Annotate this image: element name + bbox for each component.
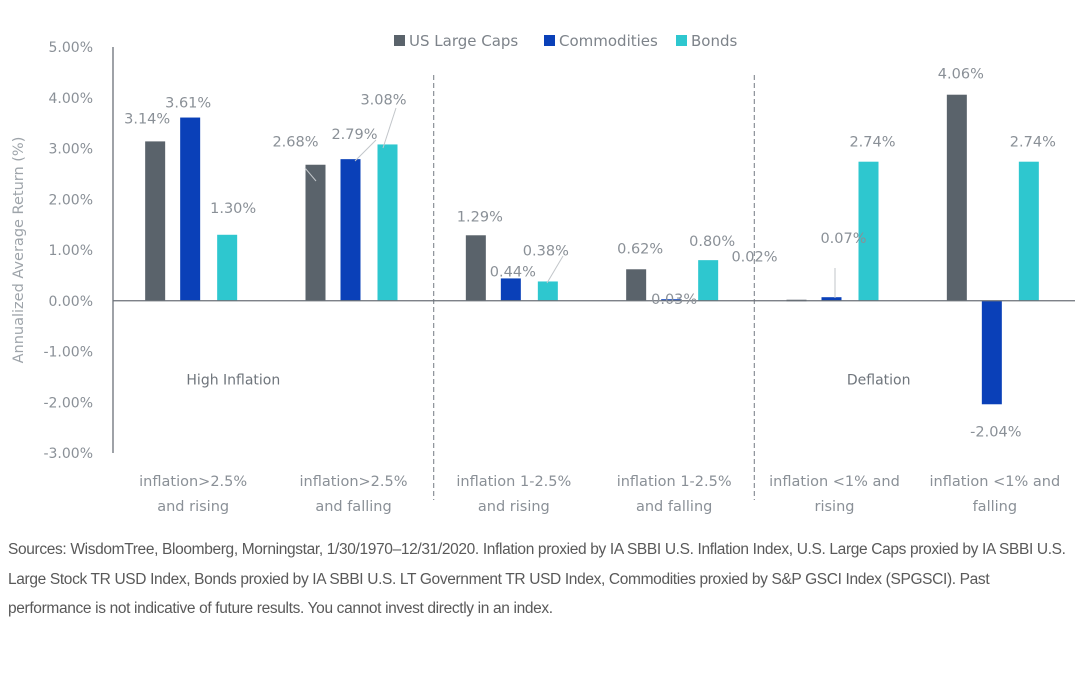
category-label: and rising [157,499,229,515]
legend: US Large Caps Commodities Bonds [394,32,737,50]
data-label: 4.06% [938,67,984,83]
category-label: and falling [636,499,712,515]
data-label: 0.38% [523,243,569,259]
group-label: Deflation [847,372,911,388]
leader-line [304,167,317,182]
data-label: 0.44% [490,264,536,280]
category-label: inflation>2.5% [139,474,247,490]
source-footnote: Sources: WisdomTree, Bloomberg, Mornings… [8,541,1066,617]
legend-label: US Large Caps [409,32,518,50]
y-tick-label: 1.00% [49,243,93,259]
data-label: -2.04% [970,424,1021,440]
bar [981,300,1002,405]
data-label: 0.03% [651,292,697,308]
bar [821,297,842,301]
y-tick-label: 2.00% [49,192,93,208]
y-tick-label: 0.00% [49,294,93,310]
group-annotations: High Inflation Deflation [186,372,910,388]
bar [500,278,521,301]
bar-chart: US Large Caps Commodities Bonds Annualized… [11,32,1075,515]
category-label: inflation 1-2.5% [456,474,571,490]
category-label: inflation <1% and [769,474,900,490]
category-label: inflation <1% and [929,474,1060,490]
legend-label: Commodities [559,32,658,50]
y-tick-label: 4.00% [49,91,93,107]
legend-swatch-commodities [544,35,555,46]
data-label: 2.74% [1010,135,1056,151]
bar [858,161,879,301]
dividers [433,75,755,500]
leader-line [546,255,564,284]
legend-swatch-us-large-caps [394,35,405,46]
bar [1018,161,1039,301]
bar [537,281,558,301]
data-label: 3.08% [360,92,406,108]
data-label: 0.80% [689,234,735,250]
bar [698,260,719,301]
category-label: inflation 1-2.5% [617,474,732,490]
bar [305,164,326,301]
leader-lines [304,107,836,298]
legend-label: Bonds [691,32,737,50]
bar [145,141,166,301]
category-label: and rising [478,499,550,515]
category-label: and falling [315,499,391,515]
legend-swatch-bonds [676,35,687,46]
data-label: 2.68% [272,135,318,151]
data-label: 0.07% [820,231,866,247]
data-labels: 3.14% 2.68% 1.29% 0.62% 0.02% 4.06% 3.61% 2.79%… [124,67,1056,441]
y-tick-label: 3.00% [49,142,93,158]
data-label: 1.29% [457,209,503,225]
data-label: 0.62% [617,241,663,257]
bar [377,144,398,301]
bar [626,269,647,301]
group-label: High Inflation [186,372,280,388]
leader-line [382,107,397,149]
leader-line [354,139,377,162]
data-label: 1.30% [210,201,256,217]
y-axis-label: Annualized Average Return (%) [11,137,27,364]
y-axis-ticks: 5.00% 4.00% 3.00% 2.00% 1.00% 0.00% -1.00% -2.0… [43,40,93,462]
data-label: 0.02% [731,250,777,266]
category-label: falling [973,499,1017,515]
data-label: 2.74% [849,135,895,151]
bar [465,235,486,301]
x-axis-categories: inflation>2.5% and rising inflation>2.5% an… [139,474,1060,515]
data-label: 3.61% [165,96,211,112]
bar [340,159,361,301]
category-label: inflation>2.5% [300,474,408,490]
y-tick-label: -3.00% [43,446,93,462]
category-label: rising [815,499,855,515]
y-tick-label: -2.00% [43,395,93,411]
bar [180,117,201,301]
data-label: 2.79% [331,127,377,143]
y-tick-label: 5.00% [49,40,93,56]
y-tick-label: -1.00% [43,345,93,361]
data-label: 3.14% [124,111,170,127]
bars [145,94,1039,405]
bar [946,94,967,301]
bar [661,299,682,301]
bar [217,234,238,301]
